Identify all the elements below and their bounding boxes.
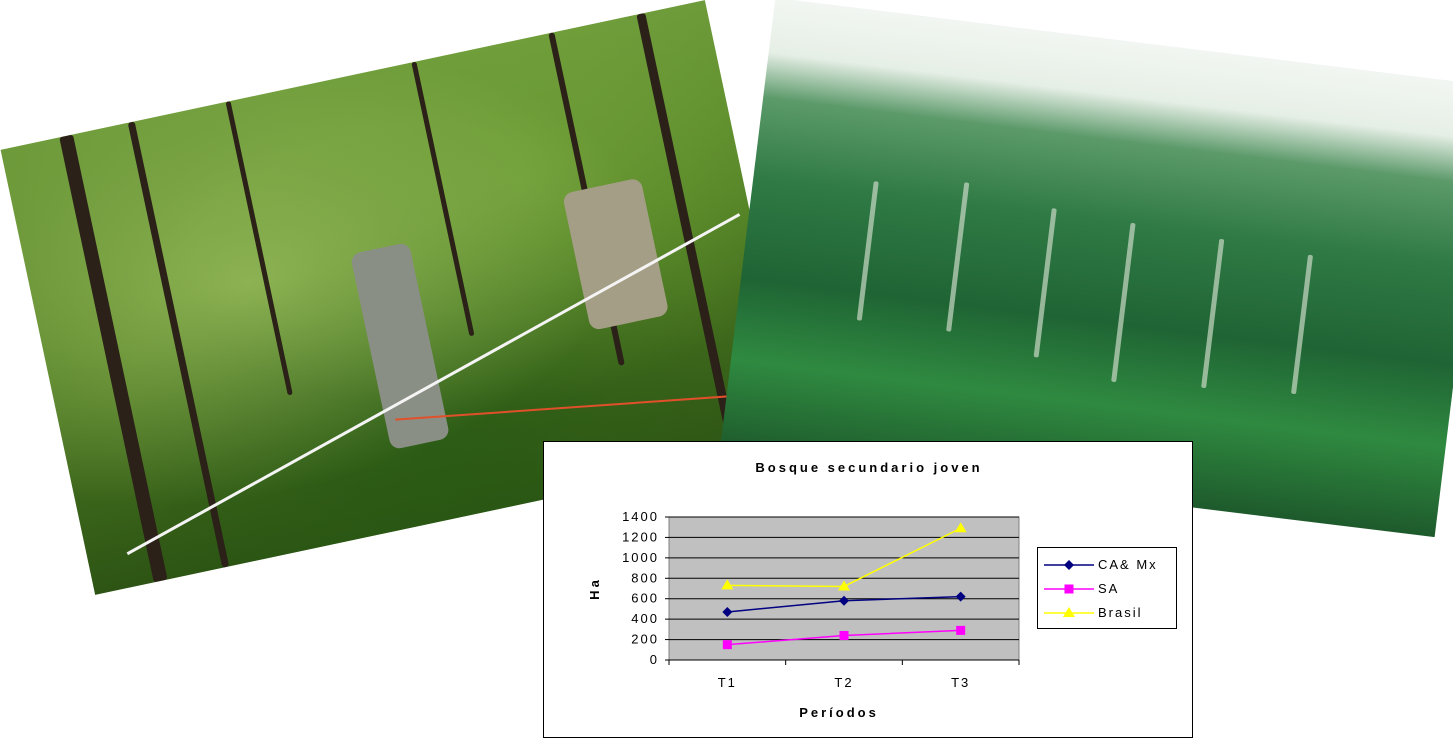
- chart-canvas: Bosque secundario joven 0 200 400 600 800 100…: [587, 460, 1020, 720]
- legend-label: CA& Mx: [1098, 557, 1158, 572]
- data-point: [722, 640, 732, 650]
- legend-item: CA& Mx: [1038, 555, 1176, 575]
- y-tick-label: 0: [650, 652, 659, 667]
- researcher-figure: [562, 177, 670, 331]
- y-tick-label: 800: [631, 570, 659, 585]
- data-point: [954, 522, 967, 533]
- y-axis-ticks: 0 200 400 600 800 1000 1200 1400: [622, 509, 669, 667]
- y-tick-label: 1000: [622, 550, 659, 565]
- series-sa: [722, 625, 966, 650]
- tree-trunk: [225, 100, 293, 396]
- line-chart: Bosque secundario joven 0 200 400 600 800 100…: [543, 441, 1193, 738]
- tree-trunk: [1291, 254, 1314, 395]
- tree-trunk: [1033, 208, 1057, 358]
- y-tick-label: 200: [631, 632, 659, 647]
- data-point: [839, 595, 849, 606]
- series-brasil: [721, 522, 967, 591]
- legend-item: Brasil: [1038, 603, 1176, 623]
- y-tick-label: 1200: [622, 529, 659, 544]
- data-point: [838, 580, 850, 591]
- tree-trunk: [1111, 222, 1136, 383]
- x-axis-ticks: T1 T2 T3: [668, 659, 1020, 690]
- legend-label: SA: [1098, 581, 1120, 596]
- data-point: [721, 579, 734, 590]
- series-ca-mx: [722, 591, 966, 617]
- x-axis-label: Períodos: [799, 705, 879, 720]
- y-axis-label: Ha: [587, 577, 602, 600]
- series-lines: [721, 522, 967, 650]
- data-point: [722, 606, 733, 617]
- data-point: [955, 591, 966, 602]
- x-tick-label: T3: [951, 675, 970, 690]
- legend-swatch: [1044, 560, 1094, 570]
- tree-trunk: [411, 61, 475, 337]
- y-tick-label: 400: [631, 611, 659, 626]
- data-point: [1064, 560, 1074, 570]
- tree-trunk: [856, 181, 879, 321]
- y-tick-label: 1400: [622, 509, 659, 524]
- tree-trunk: [1201, 238, 1225, 389]
- data-point: [956, 625, 966, 635]
- legend-swatch: [1044, 607, 1094, 617]
- plot-string: [395, 392, 775, 421]
- chart-title: Bosque secundario joven: [755, 460, 982, 475]
- data-point: [1064, 584, 1074, 594]
- legend-item: SA: [1038, 579, 1176, 599]
- legend-swatch: [1044, 584, 1094, 594]
- legend-label: Brasil: [1098, 605, 1143, 620]
- x-tick-label: T1: [718, 675, 737, 690]
- x-tick-label: T2: [834, 675, 853, 690]
- chart-legend: CA& Mx SA Brasil: [1037, 547, 1177, 629]
- data-point: [1063, 607, 1075, 617]
- data-point: [839, 630, 849, 640]
- tree-trunk: [946, 182, 970, 332]
- y-tick-label: 600: [631, 591, 659, 606]
